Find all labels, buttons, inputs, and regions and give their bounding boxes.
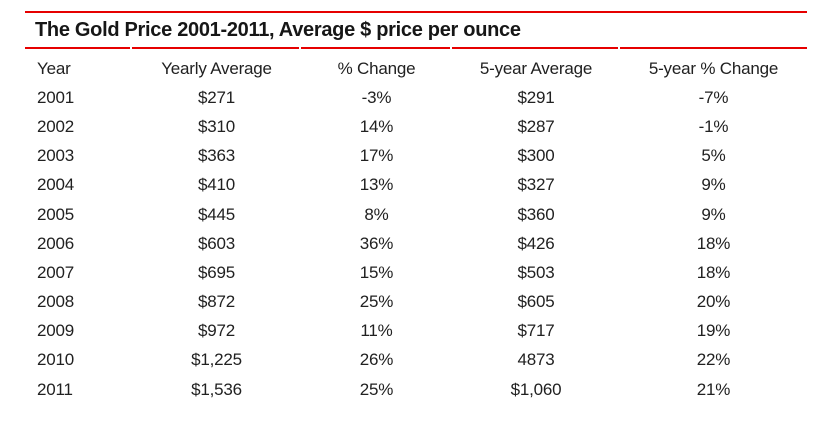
- cell-pct-change: 14%: [359, 116, 394, 136]
- cell-5yr-average: $300: [517, 146, 555, 166]
- cell-5yr-average: $426: [517, 233, 555, 253]
- cell-5yr-average: $360: [517, 204, 555, 224]
- column-header-pct-change: % Change: [337, 58, 416, 78]
- cell-5yr-average: $717: [517, 321, 555, 341]
- cell-pct-change: 25%: [359, 292, 394, 312]
- cell-year: 2005: [37, 204, 75, 224]
- table-row: 2010 $1,225 26% 4873 22%: [24, 346, 807, 375]
- cell-pct-change: 26%: [359, 350, 394, 370]
- cell-5yr-pct-change: 9%: [701, 204, 726, 224]
- cell-5yr-pct-change: 20%: [696, 292, 731, 312]
- table-row: 2006 $603 36% $426 18%: [24, 229, 807, 258]
- table-row: 2008 $872 25% $605 20%: [24, 288, 807, 317]
- table-header-row: Year Yearly Average % Change 5-year Aver…: [24, 54, 807, 83]
- table-row: 2011 $1,536 25% $1,060 21%: [24, 375, 807, 404]
- cell-5yr-pct-change: 5%: [701, 146, 726, 166]
- cell-5yr-average: $605: [517, 292, 555, 312]
- cell-yearly-average: $1,225: [191, 350, 242, 370]
- table-row: 2009 $972 11% $717 19%: [24, 317, 807, 346]
- cell-pct-change: 15%: [359, 262, 394, 282]
- cell-5yr-average: $291: [517, 87, 555, 107]
- cell-year: 2007: [37, 262, 75, 282]
- cell-year: 2004: [37, 175, 75, 195]
- cell-year: 2001: [37, 87, 75, 107]
- cell-pct-change: 36%: [359, 233, 394, 253]
- cell-5yr-pct-change: 9%: [701, 175, 726, 195]
- header-rule: [25, 47, 807, 49]
- cell-5yr-average: $1,060: [510, 379, 562, 399]
- cell-5yr-pct-change: 18%: [696, 262, 731, 282]
- cell-5yr-average: $287: [517, 116, 555, 136]
- column-header-yearly-average: Yearly Average: [161, 58, 272, 78]
- cell-yearly-average: $872: [197, 292, 236, 312]
- table-body: 2001 $271 -3% $291 -7% 2002 $310 14% $28…: [24, 83, 807, 404]
- cell-year: 2011: [37, 379, 73, 399]
- cell-5yr-pct-change: 18%: [696, 233, 731, 253]
- cell-5yr-pct-change: -7%: [698, 87, 729, 107]
- gold-price-table: Year Yearly Average % Change 5-year Aver…: [24, 54, 807, 404]
- cell-year: 2003: [37, 146, 75, 166]
- column-header-5yr-pct-change: 5-year % Change: [648, 58, 779, 78]
- table-row: 2004 $410 13% $327 9%: [24, 171, 807, 200]
- table-row: 2005 $445 8% $360 9%: [24, 200, 807, 229]
- header-rule-segment: [620, 47, 807, 49]
- column-header-5yr-average: 5-year Average: [479, 58, 593, 78]
- cell-yearly-average: $972: [197, 321, 236, 341]
- cell-pct-change: 25%: [359, 379, 394, 399]
- cell-yearly-average: $310: [197, 116, 236, 136]
- cell-year: 2002: [37, 116, 75, 136]
- cell-5yr-pct-change: 19%: [696, 321, 731, 341]
- cell-5yr-pct-change: 22%: [696, 350, 731, 370]
- cell-year: 2010: [37, 350, 75, 370]
- table-row: 2002 $310 14% $287 -1%: [24, 112, 807, 141]
- cell-yearly-average: $363: [197, 146, 236, 166]
- table-row: 2001 $271 -3% $291 -7%: [24, 83, 807, 112]
- header-rule-segment: [301, 47, 450, 49]
- table-row: 2003 $363 17% $300 5%: [24, 142, 807, 171]
- cell-yearly-average: $445: [197, 204, 236, 224]
- cell-pct-change: -3%: [361, 87, 392, 107]
- header-rule-segment: [132, 47, 299, 49]
- page-title: The Gold Price 2001-2011, Average $ pric…: [35, 19, 521, 41]
- cell-pct-change: 17%: [359, 146, 394, 166]
- cell-5yr-average: $503: [517, 262, 555, 282]
- cell-pct-change: 11%: [360, 321, 393, 341]
- cell-yearly-average: $271: [197, 87, 236, 107]
- cell-yearly-average: $695: [197, 262, 236, 282]
- cell-year: 2008: [37, 292, 75, 312]
- cell-yearly-average: $603: [197, 233, 236, 253]
- cell-year: 2006: [37, 233, 75, 253]
- cell-5yr-average: 4873: [517, 350, 555, 370]
- cell-pct-change: 8%: [364, 204, 389, 224]
- column-header-year: Year: [37, 58, 71, 78]
- header-rule-segment: [25, 47, 130, 49]
- cell-yearly-average: $410: [197, 175, 236, 195]
- cell-5yr-average: $327: [517, 175, 555, 195]
- top-rule: [25, 11, 807, 13]
- table-row: 2007 $695 15% $503 18%: [24, 258, 807, 287]
- cell-year: 2009: [37, 321, 75, 341]
- cell-5yr-pct-change: -1%: [698, 116, 729, 136]
- cell-pct-change: 13%: [359, 175, 394, 195]
- cell-5yr-pct-change: 21%: [696, 379, 731, 399]
- header-rule-segment: [452, 47, 618, 49]
- cell-yearly-average: $1,536: [191, 379, 242, 399]
